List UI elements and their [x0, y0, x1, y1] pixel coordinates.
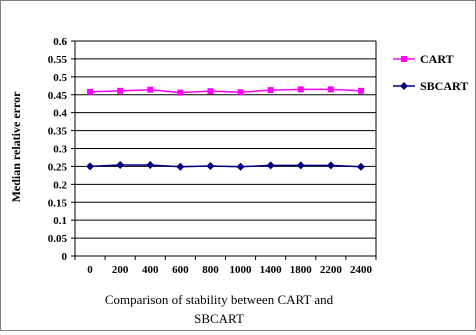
- y-tick-label: 0.45: [48, 90, 68, 102]
- y-tick-label: 0.1: [53, 215, 67, 227]
- data-point-sbcart: [236, 162, 245, 171]
- series-line-cart: [90, 88, 361, 94]
- series-layer: [86, 86, 365, 171]
- data-point-cart: [267, 87, 274, 94]
- y-tick-label: 0.15: [48, 197, 68, 209]
- data-point-cart: [357, 87, 364, 94]
- y-tick-label: 0.6: [53, 36, 67, 48]
- data-point-cart: [177, 89, 184, 96]
- x-axis-ticks: 0 200 400 600 800 1000 1400 1800 2200 2400: [74, 256, 377, 276]
- x-tick-label: 200: [112, 264, 129, 276]
- legend: CART SBCART: [393, 52, 468, 93]
- x-tick-label: 1400: [260, 264, 283, 276]
- x-tick-label: 0: [87, 264, 93, 276]
- data-point-sbcart: [86, 162, 95, 171]
- line-chart: 0 0.05 0.1 0.15 0.2 0.25 0.3 0.35 0.4 0.45 0.5 0.55…: [9, 36, 468, 326]
- data-point-sbcart: [296, 161, 305, 170]
- data-point-cart: [297, 86, 304, 93]
- data-point-sbcart: [116, 160, 125, 169]
- legend-swatch-marker: [401, 56, 407, 62]
- series-line-sbcart: [90, 164, 361, 168]
- data-point-cart: [87, 88, 94, 95]
- x-tick-label: 2400: [350, 264, 373, 276]
- y-tick-label: 0: [62, 251, 68, 263]
- x-tick-label: 800: [202, 264, 219, 276]
- y-tick-label: 0.25: [48, 161, 68, 173]
- data-point-cart: [207, 88, 214, 95]
- legend-label-cart: CART: [420, 52, 454, 66]
- x-tick-label: 600: [172, 264, 189, 276]
- y-axis-title: Median relative error: [9, 91, 23, 203]
- data-point-sbcart: [326, 161, 335, 170]
- data-point-sbcart: [356, 162, 365, 171]
- y-tick-label: 0.55: [48, 54, 68, 66]
- y-tick-label: 0.5: [53, 72, 67, 84]
- legend-swatch-marker: [400, 82, 408, 90]
- data-point-sbcart: [266, 161, 275, 170]
- caption-line-2: SBCART: [194, 311, 244, 326]
- y-tick-label: 0.05: [48, 233, 68, 245]
- legend-label-sbcart: SBCART: [420, 79, 468, 93]
- plot-area: [74, 40, 377, 257]
- y-tick-label: 0.3: [53, 144, 67, 156]
- y-tick-label: 0.35: [48, 126, 68, 138]
- data-point-sbcart: [206, 162, 215, 171]
- y-tick-label: 0.4: [53, 108, 67, 120]
- data-point-cart: [117, 87, 124, 94]
- caption-line-1: Comparison of stability between CART and: [105, 292, 334, 307]
- data-point-sbcart: [146, 160, 155, 169]
- data-point-cart: [147, 86, 154, 93]
- data-point-cart: [327, 86, 334, 93]
- y-tick-label: 0.2: [53, 179, 67, 191]
- x-tick-label: 400: [142, 264, 159, 276]
- x-tick-label: 1800: [290, 264, 313, 276]
- data-point-cart: [237, 89, 244, 96]
- y-axis-ticks: 0 0.05 0.1 0.15 0.2 0.25 0.3 0.35 0.4 0.45 0.5 0.55…: [48, 36, 75, 263]
- x-tick-label: 2200: [320, 264, 343, 276]
- data-point-sbcart: [176, 162, 185, 171]
- x-tick-label: 1000: [230, 264, 253, 276]
